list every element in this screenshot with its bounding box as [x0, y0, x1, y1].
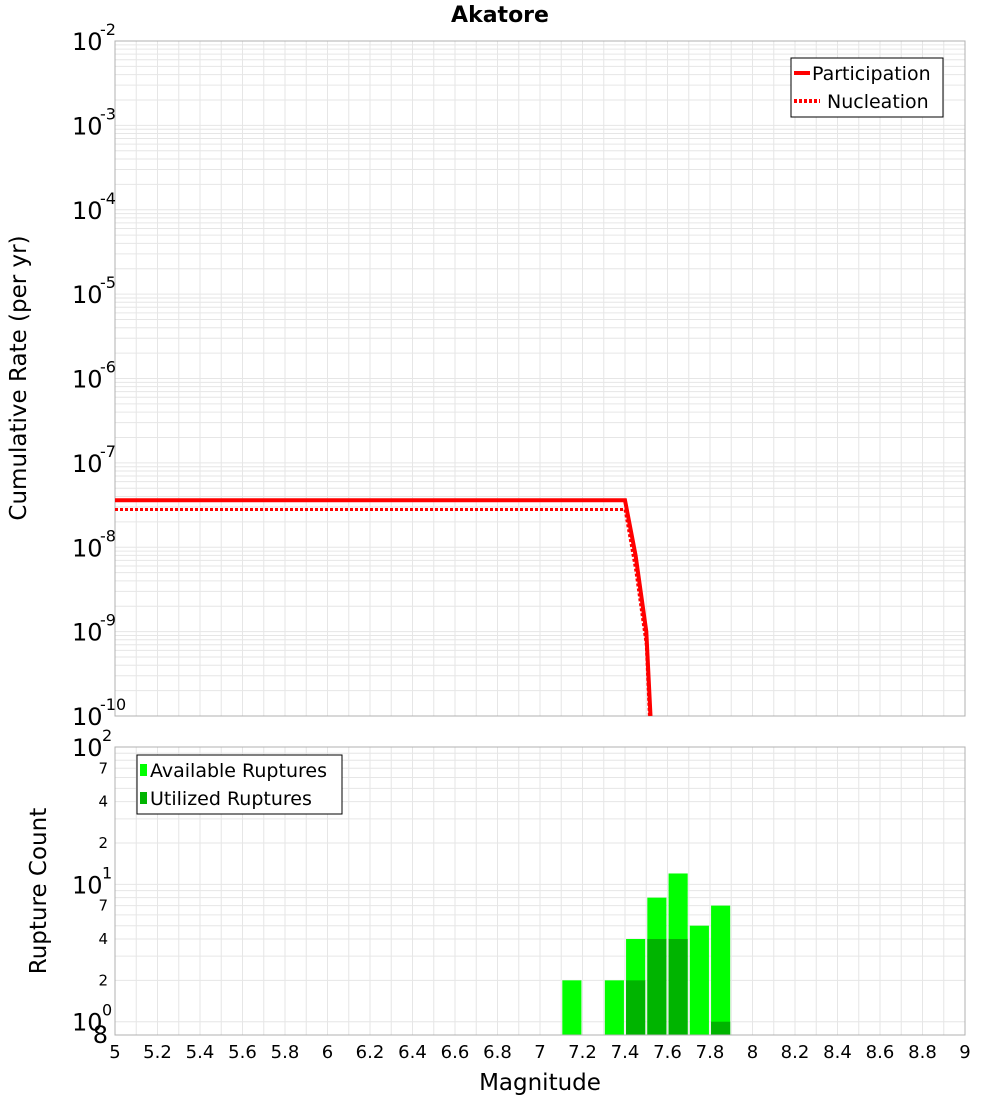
- top-y-tick-base: 10: [72, 28, 103, 56]
- bottom-y-tick-major: 10 0: [72, 1001, 112, 1037]
- bottom-y-tick-minor: 4: [98, 793, 108, 811]
- top-y-tick-exponent: -7: [100, 442, 116, 461]
- x-axis-tick-label: 7.4: [611, 1042, 640, 1063]
- top-y-tick: 10-2: [72, 20, 116, 56]
- bottom-y-tick-minor: 7: [98, 759, 108, 777]
- top-y-axis-ticks: 10-210-310-410-510-610-710-810-910-10: [72, 20, 126, 731]
- bottom-y-tick-minor: 7: [98, 897, 108, 915]
- bottom-y-tick-major: 10 2: [72, 726, 112, 762]
- top-y-tick: 10-8: [72, 526, 116, 562]
- top-y-tick: 10-4: [72, 189, 116, 225]
- bottom-plot-area: [114, 746, 966, 1036]
- chart-title: Akatore: [451, 3, 549, 28]
- top-y-tick: 10-7: [72, 442, 116, 478]
- x-axis-tick-label: 5.2: [143, 1042, 172, 1063]
- x-axis-tick-label: 6: [322, 1042, 333, 1063]
- top-legend: Participation Nucleation: [790, 57, 944, 118]
- x-axis-tick-label: 7.2: [568, 1042, 597, 1063]
- x-axis-tick-label: 7.6: [653, 1042, 682, 1063]
- utilized-ruptures-bar: [668, 939, 688, 1035]
- top-y-tick-base: 10: [72, 703, 103, 731]
- top-y-tick-base: 10: [72, 112, 103, 140]
- x-axis-tick-label: 8.2: [781, 1042, 810, 1063]
- top-y-tick-base: 10: [72, 450, 103, 478]
- bottom-y-tick-exponent: 1: [102, 863, 112, 882]
- x-axis-tick-label: 5.4: [186, 1042, 215, 1063]
- bottom-y-tick-exponent: 0: [102, 1001, 112, 1020]
- top-y-tick-base: 10: [72, 534, 103, 562]
- top-y-tick: 10-6: [72, 358, 116, 394]
- top-plot-series: [115, 498, 653, 717]
- x-axis-tick-label: 7.8: [696, 1042, 725, 1063]
- top-legend-box: [790, 57, 944, 118]
- legend-swatch-available: [140, 764, 147, 776]
- x-axis-tick-label: 6.2: [356, 1042, 385, 1063]
- utilized-ruptures-bar: [711, 1021, 731, 1035]
- available-ruptures-bar: [604, 980, 624, 1035]
- x-axis-tick-label: 6.8: [483, 1042, 512, 1063]
- top-y-tick-exponent: -10: [100, 695, 126, 714]
- top-y-tick-base: 10: [72, 366, 103, 394]
- top-y-tick-base: 10: [72, 197, 103, 225]
- top-y-tick: 10-10: [72, 695, 126, 731]
- series-line-participation: [115, 498, 653, 717]
- top-plot-gridlines: [114, 41, 966, 717]
- bottom-y-tick-major: 10 1: [72, 863, 112, 899]
- series-line-nucleation: [115, 508, 651, 717]
- top-y-tick-base: 10: [72, 281, 103, 309]
- bottom-y-tick-base: 10: [72, 1009, 103, 1037]
- top-y-axis-label: Cumulative Rate (per yr): [6, 235, 32, 520]
- bottom-plot-bars: [562, 873, 731, 1035]
- legend-swatch-utilized: [140, 792, 147, 804]
- top-y-tick-exponent: -5: [100, 273, 116, 292]
- legend-label-participation: Participation: [812, 63, 931, 85]
- utilized-ruptures-bar: [647, 939, 667, 1035]
- x-axis-tick-label: 5.8: [271, 1042, 300, 1063]
- top-y-tick-exponent: -2: [100, 20, 116, 39]
- x-axis-tick-label: 9: [959, 1042, 970, 1063]
- bottom-y-tick-bottom: 8: [93, 1021, 108, 1049]
- x-axis-tick-label: 7: [534, 1042, 545, 1063]
- utilized-ruptures-bar: [626, 980, 646, 1035]
- legend-label-available: Available Ruptures: [150, 760, 327, 782]
- x-axis-tick-label: 8.8: [908, 1042, 937, 1063]
- x-axis-tick-label: 6.6: [441, 1042, 470, 1063]
- available-ruptures-bar: [562, 980, 582, 1035]
- top-y-tick: 10-3: [72, 104, 116, 140]
- top-y-tick-exponent: -3: [100, 104, 116, 123]
- top-y-tick: 10-9: [72, 611, 116, 647]
- legend-label-nucleation: Nucleation: [827, 91, 929, 113]
- bottom-y-tick-base: 10: [72, 734, 103, 762]
- bottom-y-tick-minor: 2: [98, 971, 108, 989]
- top-y-tick-exponent: -9: [100, 611, 116, 630]
- top-y-tick-exponent: -6: [100, 358, 116, 377]
- x-axis-tick-label: 8: [747, 1042, 758, 1063]
- bottom-y-tick-base: 10: [72, 871, 103, 899]
- x-axis-tick-label: 6.4: [398, 1042, 427, 1063]
- bottom-y-tick-minor: 2: [98, 834, 108, 852]
- x-axis-tick-label: 8.6: [866, 1042, 895, 1063]
- top-y-tick: 10-5: [72, 273, 116, 309]
- bottom-y-tick-minor: 4: [98, 930, 108, 948]
- bottom-legend: Available Ruptures Utilized Ruptures: [136, 754, 343, 815]
- available-ruptures-bar: [711, 905, 731, 1035]
- x-axis-tick-label: 8.4: [823, 1042, 852, 1063]
- bottom-y-tick-exponent: 2: [102, 726, 112, 745]
- x-axis-label: Magnitude: [479, 1070, 601, 1096]
- bottom-legend-box: [136, 754, 343, 815]
- x-axis-ticks: 5 5.2 5.4 5.6 5.8 6 6.2 6.4 6.6 6.8 7 7.2 7.4 7.6 7.8 8…: [109, 1042, 970, 1063]
- x-axis-tick-label: 5.6: [228, 1042, 257, 1063]
- top-plot-area: [114, 40, 966, 717]
- top-y-tick-exponent: -8: [100, 526, 116, 545]
- bottom-y-axis-label: Rupture Count: [26, 808, 52, 974]
- top-y-tick-exponent: -4: [100, 189, 116, 208]
- top-y-tick-base: 10: [72, 619, 103, 647]
- available-ruptures-bar: [689, 925, 709, 1035]
- x-axis-tick-label: 5: [109, 1042, 120, 1063]
- legend-label-utilized: Utilized Ruptures: [150, 788, 312, 810]
